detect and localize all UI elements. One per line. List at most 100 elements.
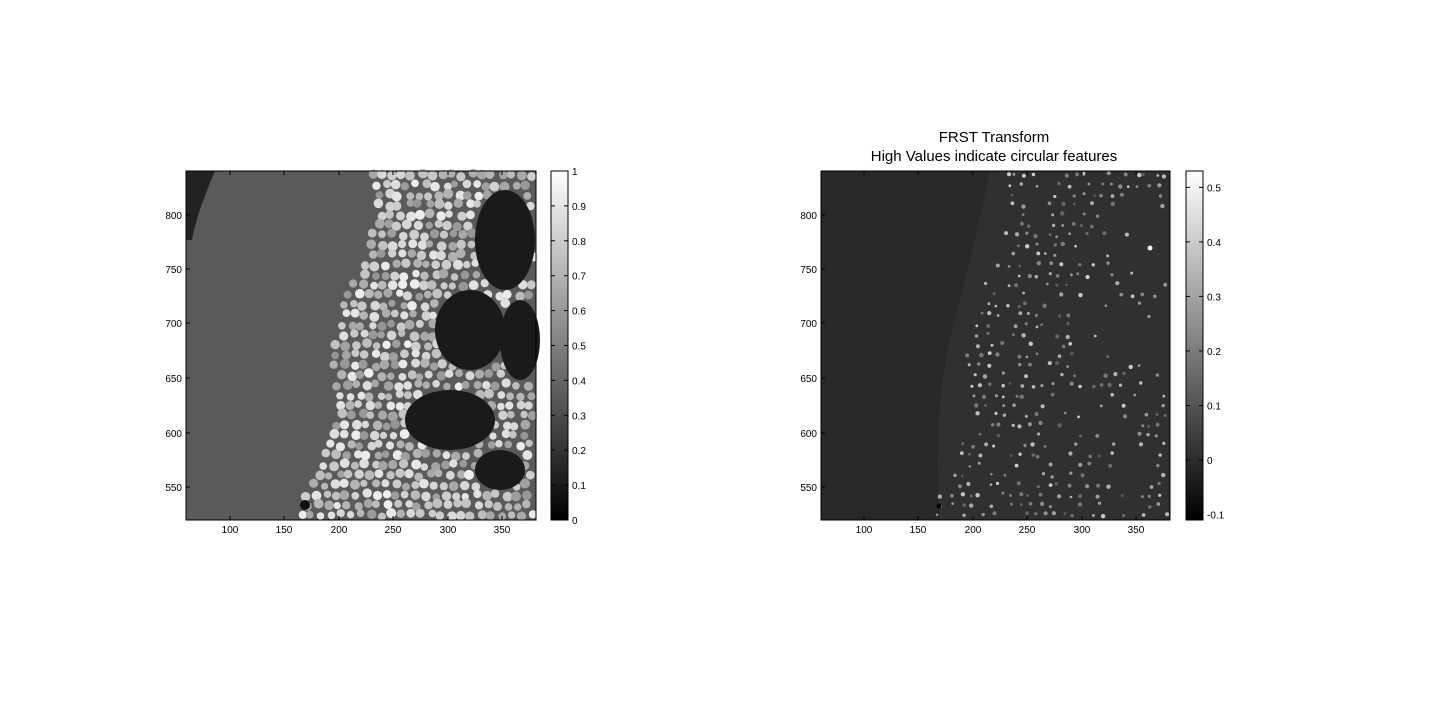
feature-spot [961,442,965,446]
feature-spot [1043,252,1047,255]
particle [359,458,369,469]
particle [441,460,450,470]
right-plot-title: FRST Transform High Values indicate circu… [871,129,1118,165]
feature-spot [1078,494,1083,499]
feature-spot [1110,201,1116,206]
particle [339,478,349,488]
feature-spot [986,324,991,328]
feature-spot [1135,185,1139,189]
feature-spot [1070,513,1074,518]
particle [381,308,391,318]
x-tick-label: 250 [1019,525,1036,536]
particle [377,169,387,179]
particle [385,393,393,401]
particle [364,289,374,299]
feature-spot [1126,185,1130,188]
particle [350,479,360,490]
feature-spot [1057,494,1062,499]
feature-spot [1036,251,1041,256]
particle [431,260,441,270]
particle [379,431,388,439]
particle [411,502,421,511]
feature-spot [1141,172,1145,177]
particle [343,290,352,299]
x-tick-label: 300 [440,525,457,536]
particle [498,410,508,420]
particle [432,288,443,299]
particle [387,249,397,258]
feature-spot [1019,503,1023,506]
colorbar-tick-label: 1 [572,167,578,178]
feature-spot [1053,194,1057,199]
particle [399,231,408,241]
particle [383,500,393,509]
feature-spot [1034,512,1038,516]
particle [516,392,525,401]
feature-spot [1041,472,1046,476]
feature-spot [996,433,1001,438]
feature-spot [1082,192,1086,196]
particle [327,511,336,520]
particle [441,491,452,501]
feature-spot [1120,494,1124,498]
feature-spot [1054,481,1059,486]
feature-spot [1087,461,1092,466]
particle [358,359,368,369]
particle [360,450,371,461]
feature-spot [935,513,939,517]
particle [458,229,468,239]
particle [342,309,351,317]
particle [345,400,355,410]
particle [473,448,483,458]
feature-spot [1067,483,1072,488]
feature-spot [1013,324,1018,329]
feature-spot [1021,204,1026,209]
particle [484,388,494,399]
particle [409,331,420,342]
bright-feature-spot [1147,245,1153,251]
feature-spot [1122,371,1126,376]
particle [412,198,422,208]
feature-spot [1144,412,1149,417]
x-tick-label: 300 [1074,525,1091,536]
feature-spot [970,384,974,388]
feature-spot [1060,372,1064,377]
particle [346,410,356,420]
feature-spot [986,331,990,335]
particle [430,181,440,192]
particle [431,348,442,359]
feature-spot [996,422,1001,427]
feature-spot [1092,384,1096,389]
particle [351,361,360,370]
feature-spot [1146,433,1150,437]
feature-spot [1137,301,1142,305]
particle [374,469,384,478]
y-tick-label: 800 [800,211,817,222]
particle [512,382,520,390]
particle [526,201,535,211]
particle [527,172,537,181]
particle [378,230,386,239]
particle [362,488,372,498]
particle [526,280,536,290]
particle [511,491,521,502]
particle [405,170,415,181]
colorbar-tick-label: 0.2 [572,446,586,457]
particle [324,472,333,480]
feature-spot [1026,494,1029,497]
particle [374,218,385,229]
particle [438,169,449,180]
particle [444,201,453,210]
particle [465,371,475,381]
y-tick-label: 700 [800,319,817,330]
feature-spot [1004,231,1009,236]
feature-spot [1055,274,1060,278]
particle [395,390,404,398]
feature-spot [1072,194,1076,198]
particle [378,240,388,251]
particle [313,498,324,509]
particle [326,439,335,448]
particle [453,198,463,208]
particle [377,392,386,400]
feature-spot [1023,301,1027,306]
